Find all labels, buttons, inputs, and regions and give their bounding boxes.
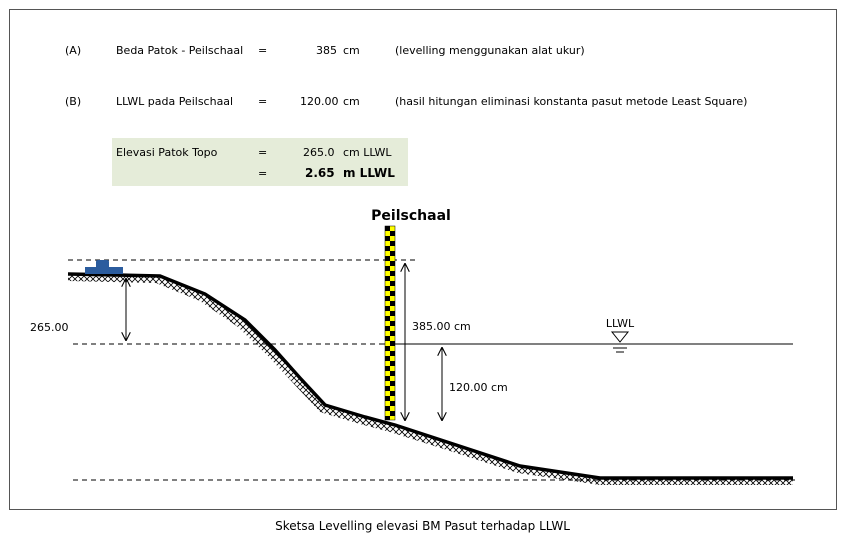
staff-mark [390, 341, 395, 346]
staff-mark [390, 371, 395, 376]
row-b-eq: = [258, 95, 268, 108]
staff-mark [385, 276, 390, 281]
staff-mark [385, 316, 390, 321]
staff-mark [385, 266, 390, 271]
staff-mark [385, 296, 390, 301]
row-b-value: 120.00 [300, 95, 339, 108]
row-c-desc: Elevasi Patok Topo [116, 146, 218, 159]
dim-staff-label: 385.00 cm [412, 320, 471, 333]
staff-mark [390, 391, 395, 396]
ground-hatch [68, 274, 793, 485]
staff-mark [385, 256, 390, 261]
staff-mark [390, 411, 395, 416]
llwl-label: LLWL [606, 317, 635, 330]
peilschaal-label: Peilschaal [371, 208, 451, 224]
ground-profile [67, 272, 793, 480]
row-a-unit: cm [343, 44, 360, 57]
staff-mark [385, 346, 390, 351]
row-d-eq: = [258, 167, 268, 180]
row-d-unit: m LLWL [343, 166, 395, 180]
row-a-note: (levelling menggunakan alat ukur) [395, 44, 585, 57]
staff-mark [385, 226, 390, 231]
staff-mark [390, 261, 395, 266]
row-b-note: (hasil hitungan eliminasi konstanta pasu… [395, 95, 748, 108]
staff-mark [385, 406, 390, 411]
staff-mark [390, 331, 395, 336]
dim-llwl-label: 120.00 cm [449, 381, 508, 394]
staff-mark [390, 311, 395, 316]
staff-mark [385, 236, 390, 241]
result-highlight [112, 138, 408, 186]
staff-mark [390, 301, 395, 306]
staff-mark [385, 336, 390, 341]
figure-caption: Sketsa Levelling elevasi BM Pasut terhad… [275, 519, 570, 533]
row-a-label: (A) [65, 44, 82, 57]
peilschaal-staff [384, 225, 396, 421]
row-a-eq: = [258, 44, 268, 57]
staff-mark [390, 241, 395, 246]
staff-mark [390, 251, 395, 256]
staff-mark [385, 326, 390, 331]
staff-mark [390, 281, 395, 286]
staff-mark [390, 361, 395, 366]
staff-mark [390, 271, 395, 276]
staff-mark [385, 356, 390, 361]
row-b-label: (B) [65, 95, 82, 108]
staff-mark [385, 246, 390, 251]
dim-bm-label: 265.00 [30, 321, 69, 334]
staff-mark [390, 401, 395, 406]
staff-mark [385, 416, 390, 420]
row-a-value: 385 [316, 44, 337, 57]
sketch-frame [9, 9, 837, 510]
staff-mark [385, 286, 390, 291]
staff-mark [390, 351, 395, 356]
staff-mark [385, 376, 390, 381]
staff-mark [385, 396, 390, 401]
row-d-value: 2.65 [305, 166, 335, 180]
row-c-value: 265.0 [303, 146, 335, 159]
staff-mark [385, 366, 390, 371]
row-b-unit: cm [343, 95, 360, 108]
staff-mark [390, 321, 395, 326]
staff-mark [385, 306, 390, 311]
bm-marker-base [85, 267, 123, 274]
staff-mark [385, 386, 390, 391]
row-a-desc: Beda Patok - Peilschaal [116, 44, 244, 57]
row-c-unit: cm LLWL [343, 146, 392, 159]
staff-mark [390, 291, 395, 296]
bm-marker-top [96, 260, 109, 269]
row-c-eq: = [258, 146, 268, 159]
row-b-desc: LLWL pada Peilschaal [116, 95, 234, 108]
staff-mark [390, 231, 395, 236]
staff-mark [390, 381, 395, 386]
water-level-icon [610, 331, 630, 343]
